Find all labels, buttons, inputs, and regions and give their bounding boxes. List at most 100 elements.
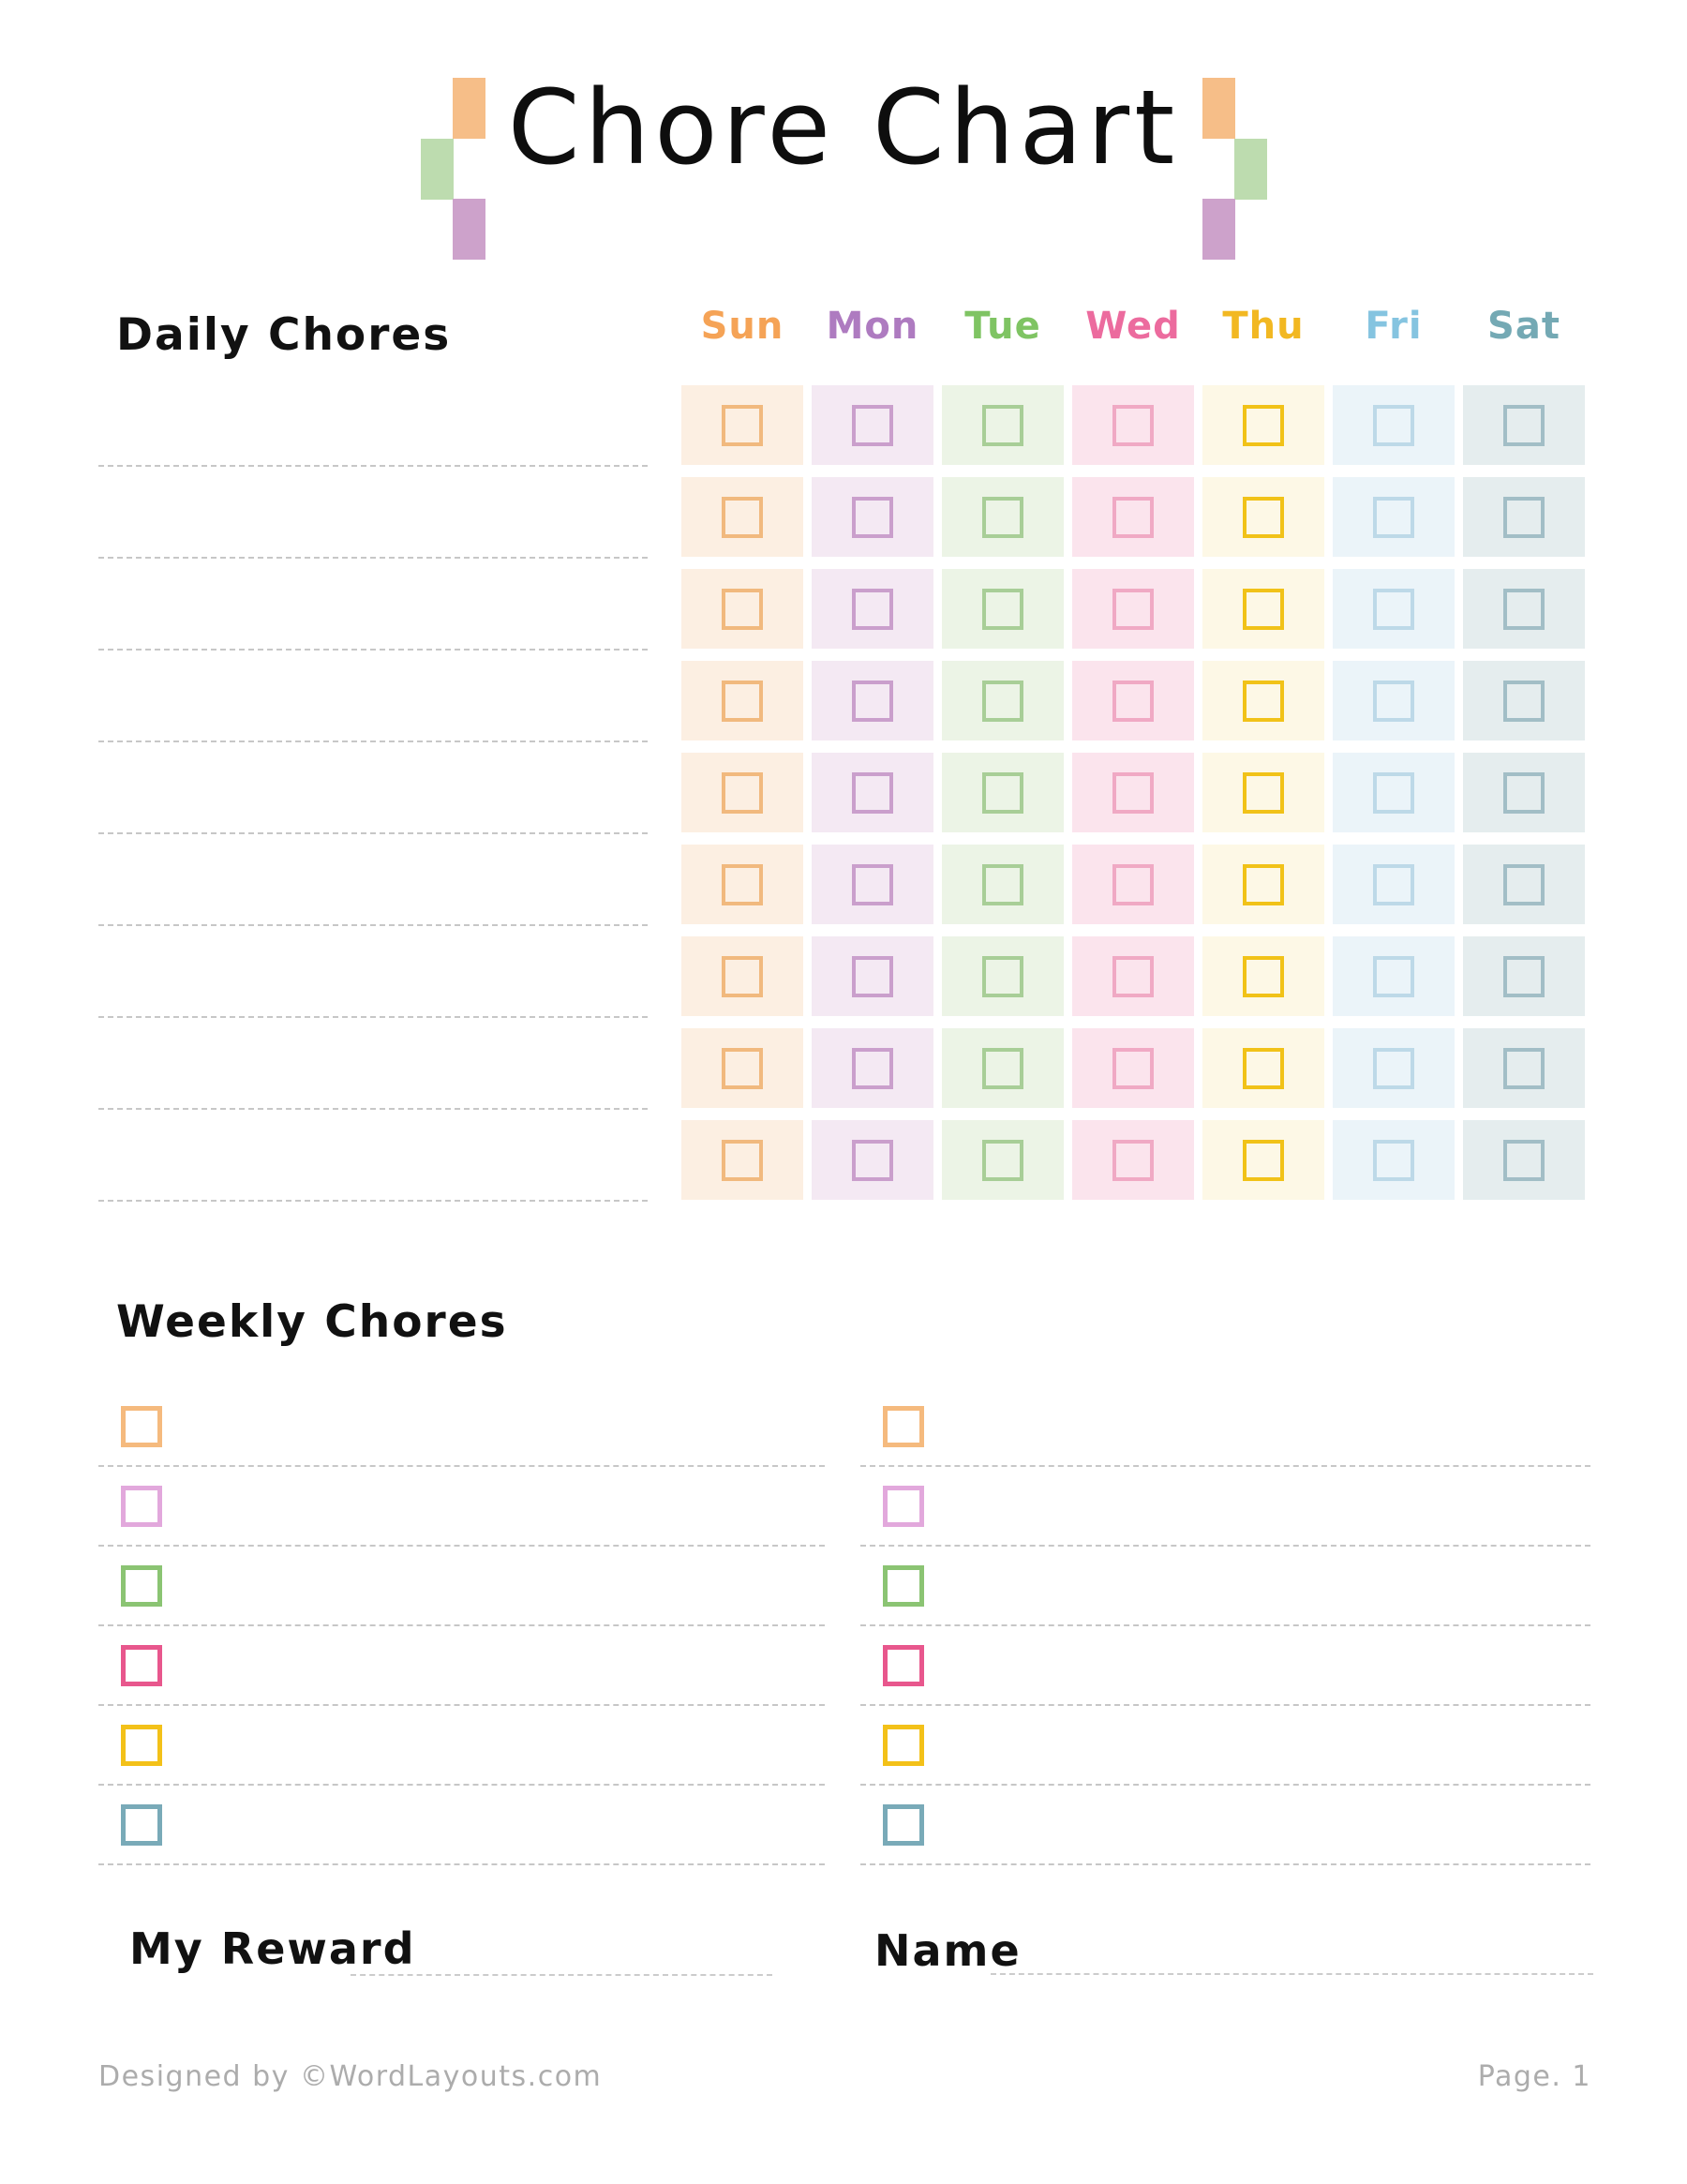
daily-checkbox-sun-row1[interactable] <box>722 404 763 446</box>
daily-checkbox-mon-row9[interactable] <box>852 1139 893 1181</box>
daily-checkbox-wed-row6[interactable] <box>1112 863 1154 905</box>
daily-checkbox-mon-row5[interactable] <box>852 771 893 814</box>
weekly-chore-line-left-1[interactable] <box>98 1387 825 1467</box>
daily-checkbox-wed-row9[interactable] <box>1112 1139 1154 1181</box>
daily-checkbox-sat-row6[interactable] <box>1503 863 1545 905</box>
daily-chore-line-4[interactable] <box>98 740 648 742</box>
daily-checkbox-fri-row6[interactable] <box>1373 863 1414 905</box>
daily-checkbox-tue-row6[interactable] <box>982 863 1023 905</box>
daily-chore-line-2[interactable] <box>98 557 648 559</box>
my-reward-input-line[interactable] <box>351 1974 772 1976</box>
daily-checkbox-wed-row8[interactable] <box>1112 1047 1154 1089</box>
weekly-chore-line-right-1[interactable] <box>860 1387 1590 1467</box>
weekly-checkbox-left-5[interactable] <box>121 1725 162 1766</box>
weekly-chore-line-left-3[interactable] <box>98 1547 825 1626</box>
weekly-checkbox-right-4[interactable] <box>883 1645 924 1686</box>
daily-chore-line-3[interactable] <box>98 649 648 651</box>
daily-checkbox-sat-row9[interactable] <box>1503 1139 1545 1181</box>
daily-checkbox-thu-row1[interactable] <box>1243 404 1284 446</box>
weekly-checkbox-right-3[interactable] <box>883 1565 924 1607</box>
daily-checkbox-sun-row8[interactable] <box>722 1047 763 1089</box>
daily-checkbox-tue-row3[interactable] <box>982 588 1023 630</box>
daily-checkbox-thu-row9[interactable] <box>1243 1139 1284 1181</box>
daily-checkbox-tue-row8[interactable] <box>982 1047 1023 1089</box>
weekly-checkbox-left-3[interactable] <box>121 1565 162 1607</box>
weekly-checkbox-right-5[interactable] <box>883 1725 924 1766</box>
weekly-chore-line-right-6[interactable] <box>860 1786 1590 1865</box>
daily-cell-thu-row9 <box>1202 1120 1324 1200</box>
daily-checkbox-thu-row7[interactable] <box>1243 955 1284 997</box>
daily-checkbox-tue-row2[interactable] <box>982 496 1023 538</box>
daily-checkbox-thu-row5[interactable] <box>1243 771 1284 814</box>
daily-checkbox-sun-row2[interactable] <box>722 496 763 538</box>
daily-checkbox-sun-row4[interactable] <box>722 680 763 722</box>
daily-checkbox-mon-row1[interactable] <box>852 404 893 446</box>
weekly-chore-line-right-3[interactable] <box>860 1547 1590 1626</box>
daily-chore-line-6[interactable] <box>98 924 648 926</box>
daily-checkbox-tue-row7[interactable] <box>982 955 1023 997</box>
weekly-chore-line-right-4[interactable] <box>860 1626 1590 1706</box>
weekly-checkbox-right-1[interactable] <box>883 1406 924 1447</box>
daily-checkbox-wed-row7[interactable] <box>1112 955 1154 997</box>
daily-checkbox-fri-row4[interactable] <box>1373 680 1414 722</box>
daily-checkbox-fri-row7[interactable] <box>1373 955 1414 997</box>
daily-checkbox-mon-row8[interactable] <box>852 1047 893 1089</box>
daily-checkbox-mon-row3[interactable] <box>852 588 893 630</box>
weekly-chore-line-left-5[interactable] <box>98 1706 825 1786</box>
daily-checkbox-thu-row4[interactable] <box>1243 680 1284 722</box>
daily-checkbox-mon-row6[interactable] <box>852 863 893 905</box>
daily-checkbox-fri-row8[interactable] <box>1373 1047 1414 1089</box>
daily-checkbox-thu-row8[interactable] <box>1243 1047 1284 1089</box>
daily-checkbox-wed-row5[interactable] <box>1112 771 1154 814</box>
daily-checkbox-tue-row5[interactable] <box>982 771 1023 814</box>
daily-checkbox-wed-row3[interactable] <box>1112 588 1154 630</box>
daily-checkbox-sun-row6[interactable] <box>722 863 763 905</box>
daily-checkbox-fri-row9[interactable] <box>1373 1139 1414 1181</box>
daily-checkbox-sat-row3[interactable] <box>1503 588 1545 630</box>
daily-checkbox-tue-row1[interactable] <box>982 404 1023 446</box>
weekly-checkbox-left-1[interactable] <box>121 1406 162 1447</box>
daily-checkbox-thu-row3[interactable] <box>1243 588 1284 630</box>
weekly-chore-line-left-2[interactable] <box>98 1467 825 1547</box>
daily-checkbox-tue-row4[interactable] <box>982 680 1023 722</box>
daily-checkbox-fri-row3[interactable] <box>1373 588 1414 630</box>
daily-checkbox-sun-row5[interactable] <box>722 771 763 814</box>
daily-checkbox-fri-row1[interactable] <box>1373 404 1414 446</box>
daily-checkbox-thu-row6[interactable] <box>1243 863 1284 905</box>
daily-checkbox-sun-row3[interactable] <box>722 588 763 630</box>
daily-chore-line-5[interactable] <box>98 832 648 834</box>
daily-checkbox-sun-row7[interactable] <box>722 955 763 997</box>
daily-checkbox-sat-row4[interactable] <box>1503 680 1545 722</box>
daily-checkbox-fri-row2[interactable] <box>1373 496 1414 538</box>
daily-checkbox-wed-row2[interactable] <box>1112 496 1154 538</box>
weekly-checkbox-left-6[interactable] <box>121 1804 162 1846</box>
daily-checkbox-thu-row2[interactable] <box>1243 496 1284 538</box>
daily-checkbox-sun-row9[interactable] <box>722 1139 763 1181</box>
daily-chore-line-8[interactable] <box>98 1108 648 1110</box>
daily-checkbox-mon-row2[interactable] <box>852 496 893 538</box>
weekly-checkbox-right-2[interactable] <box>883 1486 924 1527</box>
weekly-checkbox-left-4[interactable] <box>121 1645 162 1686</box>
daily-chore-line-1[interactable] <box>98 465 648 467</box>
weekly-checkbox-left-2[interactable] <box>121 1486 162 1527</box>
daily-checkbox-mon-row7[interactable] <box>852 955 893 997</box>
weekly-checkbox-right-6[interactable] <box>883 1804 924 1846</box>
weekly-chore-line-left-6[interactable] <box>98 1786 825 1865</box>
daily-checkbox-sat-row7[interactable] <box>1503 955 1545 997</box>
daily-checkbox-wed-row4[interactable] <box>1112 680 1154 722</box>
weekly-chore-line-right-2[interactable] <box>860 1467 1590 1547</box>
daily-chore-line-7[interactable] <box>98 1016 648 1018</box>
weekly-chore-line-left-4[interactable] <box>98 1626 825 1706</box>
daily-checkbox-mon-row4[interactable] <box>852 680 893 722</box>
daily-checkbox-sat-row1[interactable] <box>1503 404 1545 446</box>
daily-chore-line-9[interactable] <box>98 1200 648 1202</box>
daily-chores-heading: Daily Chores <box>116 309 452 361</box>
daily-checkbox-fri-row5[interactable] <box>1373 771 1414 814</box>
daily-checkbox-sat-row8[interactable] <box>1503 1047 1545 1089</box>
daily-checkbox-wed-row1[interactable] <box>1112 404 1154 446</box>
weekly-chore-line-right-5[interactable] <box>860 1706 1590 1786</box>
name-input-line[interactable] <box>991 1973 1593 1975</box>
daily-checkbox-sat-row2[interactable] <box>1503 496 1545 538</box>
daily-checkbox-sat-row5[interactable] <box>1503 771 1545 814</box>
daily-checkbox-tue-row9[interactable] <box>982 1139 1023 1181</box>
